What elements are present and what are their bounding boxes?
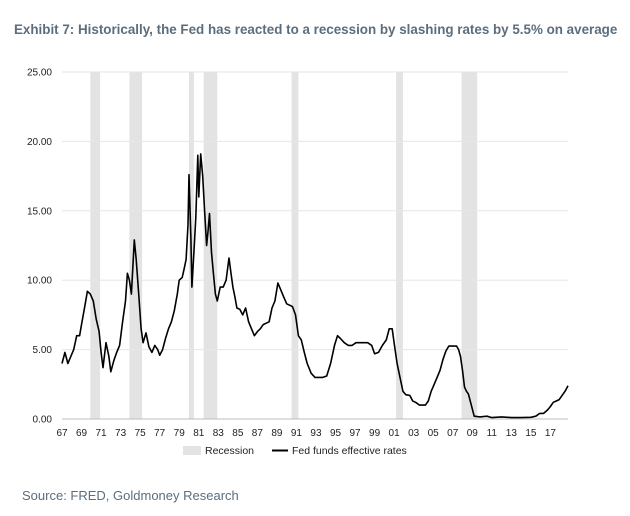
x-tick-label: 99 [369,428,381,439]
x-tick-label: 89 [271,428,283,439]
x-tick-label: 13 [506,428,518,439]
gridlines [62,71,568,420]
x-tick-label: 87 [252,428,264,439]
x-axis-ticks: 67 69 71 73 75 77 79 81 83 85 87 89 91 93 95 97 99 01 03 05… [56,428,556,439]
recession-band [90,72,101,419]
x-tick-label: 07 [447,428,459,439]
series [61,153,569,419]
x-tick-label: 03 [408,428,420,439]
x-tick-label: 81 [193,428,205,439]
recession-band [396,72,403,419]
x-tick-label: 71 [96,428,108,439]
y-tick-label: 20.00 [27,137,52,148]
x-tick-label: 11 [487,428,498,439]
legend: Recession Fed funds effective rates [183,445,407,457]
source-note: Source: FRED, Goldmoney Research [22,488,239,503]
y-tick-label: 5.00 [33,345,53,356]
y-tick-label: 0.00 [33,415,53,426]
x-tick-label: 95 [330,428,342,439]
x-tick-label: 97 [349,428,361,439]
x-tick-label: 05 [428,428,440,439]
x-tick-label: 73 [115,428,127,439]
recession-band [291,72,299,419]
y-tick-label: 10.00 [27,276,52,287]
recession-band [461,72,478,419]
x-tick-label: 75 [135,428,147,439]
x-tick-label: 01 [389,428,401,439]
legend-label-recession: Recession [205,445,254,457]
x-tick-label: 83 [213,428,225,439]
y-axis-ticks: 0.00 5.00 10.00 15.00 20.00 25.00 [27,68,52,426]
x-tick-label: 77 [154,428,166,439]
x-tick-label: 69 [76,428,88,439]
recession-band [129,72,143,419]
legend-label-fed-funds: Fed funds effective rates [292,445,407,457]
x-tick-label: 15 [525,428,537,439]
x-tick-label: 09 [467,428,479,439]
y-tick-label: 25.00 [27,68,52,79]
x-tick-label: 17 [545,428,557,439]
legend-swatch-recession [183,446,201,455]
x-tick-label: 67 [56,428,68,439]
y-tick-label: 15.00 [27,206,52,217]
x-tick-label: 85 [232,428,244,439]
series-line-fed-funds [61,153,569,419]
recession-bands [90,72,478,419]
x-tick-label: 79 [174,428,186,439]
chart-title: Exhibit 7: Historically, the Fed has rea… [14,22,618,37]
x-tick-label: 93 [310,428,322,439]
x-tick-label: 91 [291,428,303,439]
